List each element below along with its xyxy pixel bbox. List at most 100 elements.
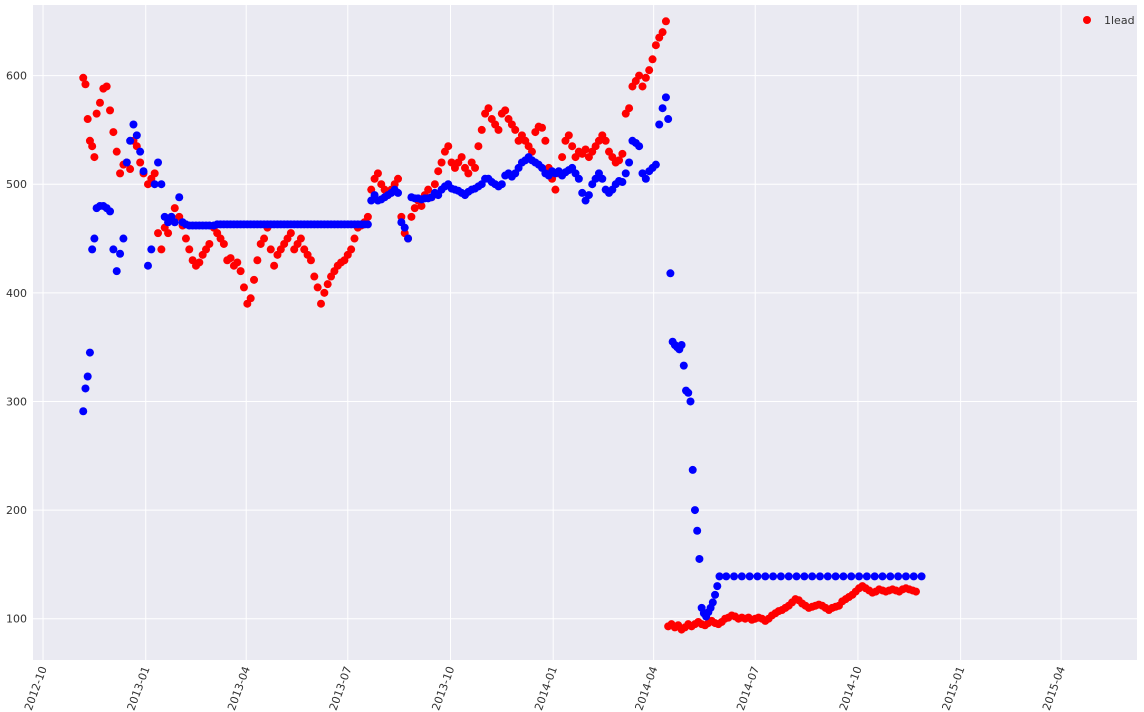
data-point xyxy=(625,104,634,113)
data-point xyxy=(564,131,573,140)
legend-marker-red xyxy=(1083,16,1091,24)
data-point xyxy=(90,153,99,162)
data-point xyxy=(638,82,647,91)
series-blue xyxy=(79,93,926,621)
data-point xyxy=(150,169,159,178)
data-point xyxy=(715,572,724,581)
data-point xyxy=(119,234,128,243)
data-point xyxy=(484,104,493,113)
data-point xyxy=(266,245,275,254)
data-point xyxy=(394,174,403,183)
data-point xyxy=(417,201,426,210)
x-tick-label: 2015-04 xyxy=(1040,665,1068,712)
data-point xyxy=(313,283,322,292)
data-point xyxy=(253,256,262,265)
data-point xyxy=(81,80,90,89)
data-point xyxy=(81,384,90,393)
data-point xyxy=(306,256,315,265)
data-point xyxy=(558,153,567,162)
y-tick-label: 100 xyxy=(6,613,27,626)
data-point xyxy=(471,163,480,172)
data-point xyxy=(400,223,409,232)
data-point xyxy=(695,554,704,563)
data-point xyxy=(684,388,693,397)
data-point xyxy=(645,66,654,75)
data-point xyxy=(246,294,255,303)
data-point xyxy=(83,115,92,124)
data-point xyxy=(713,582,722,591)
data-point xyxy=(708,598,717,607)
x-tick-label: 2014-10 xyxy=(837,665,865,712)
data-point xyxy=(839,572,848,581)
x-tick-label: 2014-07 xyxy=(734,665,762,712)
data-point xyxy=(437,158,446,167)
data-point xyxy=(648,55,657,64)
data-point xyxy=(106,207,115,216)
data-point xyxy=(219,239,228,248)
data-point xyxy=(618,178,627,187)
data-point xyxy=(317,299,325,308)
data-point xyxy=(323,280,332,289)
data-point xyxy=(150,180,159,189)
x-tick-label: 2013-07 xyxy=(327,665,355,712)
x-tick-label: 2013-10 xyxy=(429,665,457,712)
data-point xyxy=(410,204,419,213)
data-point xyxy=(621,169,630,178)
data-point xyxy=(635,71,644,80)
data-point xyxy=(598,174,607,183)
data-point xyxy=(270,261,279,270)
data-point xyxy=(157,245,166,254)
data-point xyxy=(737,572,746,581)
data-point xyxy=(136,158,145,167)
data-point xyxy=(641,174,650,183)
y-tick-label: 500 xyxy=(6,178,27,191)
data-point xyxy=(658,104,667,113)
data-point xyxy=(792,572,801,581)
data-point xyxy=(363,212,372,221)
data-point xyxy=(88,142,97,151)
data-point xyxy=(404,234,413,243)
data-point xyxy=(95,98,104,107)
data-point xyxy=(664,115,673,124)
data-point xyxy=(129,120,138,129)
data-point xyxy=(541,136,550,145)
data-point xyxy=(236,267,245,276)
x-tick-label: 2014-01 xyxy=(532,665,560,712)
data-point xyxy=(886,572,895,581)
data-point xyxy=(722,572,731,581)
data-point xyxy=(154,158,163,167)
data-point xyxy=(686,397,695,406)
x-tick-label: 2015-01 xyxy=(940,665,968,712)
data-point xyxy=(578,188,587,197)
data-point xyxy=(363,220,372,229)
data-point xyxy=(477,125,486,134)
data-point xyxy=(434,167,443,176)
data-point xyxy=(112,147,121,156)
data-point xyxy=(677,340,686,349)
data-point xyxy=(250,275,259,284)
data-point xyxy=(651,160,660,169)
data-point xyxy=(143,261,152,270)
data-point xyxy=(551,185,560,194)
data-point xyxy=(497,180,506,189)
data-point xyxy=(106,106,115,115)
data-point xyxy=(745,572,754,581)
data-point xyxy=(651,41,660,50)
data-point xyxy=(226,254,235,263)
y-tick-label: 600 xyxy=(6,70,27,83)
data-point xyxy=(430,180,439,189)
data-point xyxy=(164,229,173,238)
data-point xyxy=(394,188,403,197)
data-point xyxy=(233,258,242,267)
data-point xyxy=(373,169,382,178)
data-point xyxy=(601,136,610,145)
x-tick-label: 2013-01 xyxy=(125,665,153,712)
data-point xyxy=(444,142,453,151)
data-point xyxy=(286,229,295,238)
data-point xyxy=(112,267,121,276)
data-point xyxy=(154,229,163,238)
data-point xyxy=(79,73,88,82)
data-point xyxy=(310,272,319,281)
y-tick-label: 400 xyxy=(6,287,27,300)
